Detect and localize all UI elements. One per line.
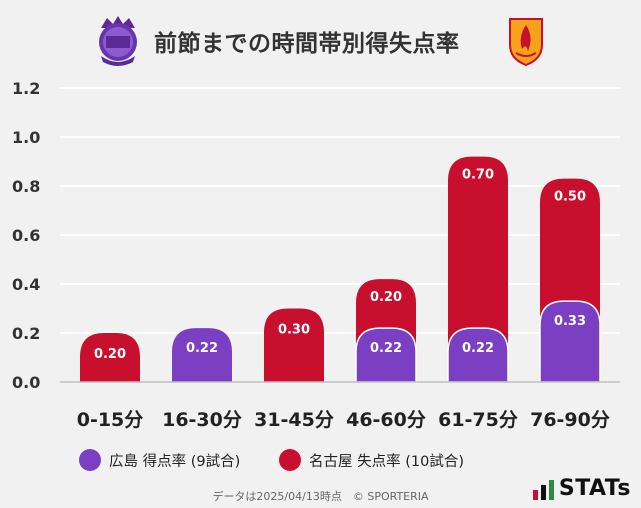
hiroshima-crest-icon bbox=[99, 16, 137, 66]
value-label-hiroshima: 0.33 bbox=[554, 314, 586, 329]
stats-bars-icon bbox=[532, 480, 554, 500]
bar-chart: 0.0 0.2 0.4 0.6 0.8 1.0 1.2 0.20 0-15分 0.22 16-30分… bbox=[12, 79, 620, 431]
x-category-label: 76-90分 bbox=[530, 409, 610, 431]
x-category-label: 16-30分 bbox=[162, 409, 242, 431]
x-category-label: 61-75分 bbox=[438, 409, 518, 431]
legend-label-nagoya: 名古屋 失点率 (10試合) bbox=[309, 453, 464, 470]
bar-hiroshima bbox=[539, 300, 601, 383]
y-tick-label: 0.8 bbox=[12, 177, 40, 196]
value-label-nagoya: 0.70 bbox=[462, 168, 494, 183]
y-tick-label: 0.0 bbox=[12, 373, 40, 392]
bar-nagoya bbox=[264, 308, 324, 382]
x-category-label: 0-15分 bbox=[77, 409, 144, 431]
stats-logo: STATs bbox=[532, 476, 631, 501]
bar-nagoya bbox=[80, 333, 140, 382]
value-label-nagoya: 0.20 bbox=[370, 290, 402, 305]
legend-swatch-hiroshima bbox=[79, 449, 101, 471]
y-tick-label: 0.4 bbox=[12, 275, 40, 294]
bar-hiroshima bbox=[447, 327, 509, 383]
y-tick-label: 0.2 bbox=[12, 324, 40, 343]
stats-brand: STATs bbox=[558, 476, 631, 501]
bar-hiroshima bbox=[172, 328, 232, 382]
y-tick-label: 1.0 bbox=[12, 128, 40, 147]
value-label-nagoya: 0.30 bbox=[278, 323, 310, 338]
value-label-hiroshima: 0.22 bbox=[186, 341, 218, 356]
legend-hiroshima: 広島 得点率 (9試合) bbox=[79, 449, 240, 471]
value-label-hiroshima: 0.22 bbox=[370, 341, 402, 356]
y-tick-label: 0.6 bbox=[12, 226, 40, 245]
bar-nagoya bbox=[448, 156, 508, 382]
value-label-hiroshima: 0.22 bbox=[462, 341, 494, 356]
x-category-label: 31-45分 bbox=[254, 409, 334, 431]
legend-nagoya: 名古屋 失点率 (10試合) bbox=[279, 449, 464, 471]
x-category-label: 46-60分 bbox=[346, 409, 426, 431]
bar-hiroshima bbox=[355, 327, 417, 383]
nagoya-crest-icon bbox=[509, 18, 543, 67]
y-tick-label: 1.2 bbox=[12, 79, 40, 98]
legend-swatch-nagoya bbox=[279, 449, 301, 471]
chart-title: 前節までの時間帯別得失点率 bbox=[154, 31, 460, 57]
value-label-nagoya: 0.20 bbox=[94, 347, 126, 362]
footnote: データは2025/04/13時点 © SPORTERIA bbox=[212, 490, 429, 503]
value-label-nagoya: 0.50 bbox=[554, 190, 586, 205]
legend-label-hiroshima: 広島 得点率 (9試合) bbox=[109, 453, 241, 470]
